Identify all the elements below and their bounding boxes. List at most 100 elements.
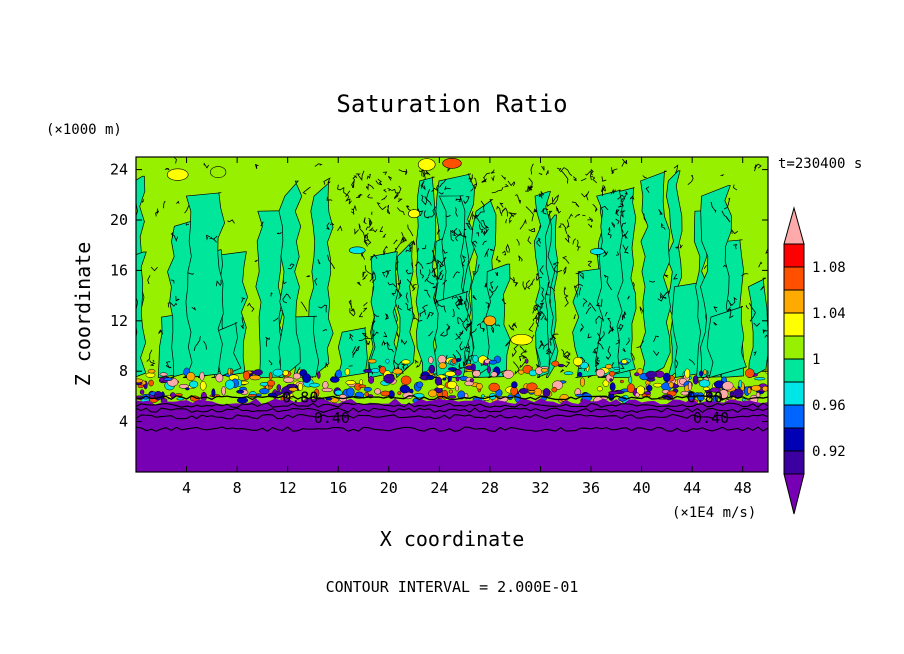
mixing-blob <box>159 377 165 382</box>
colorbar-under <box>783 473 805 515</box>
contour-squiggle <box>512 361 520 376</box>
contour-squiggle <box>152 359 155 362</box>
contour-squiggle <box>590 168 594 181</box>
contour-squiggle <box>452 308 455 317</box>
mixing-blob <box>628 376 633 384</box>
contour-squiggle <box>597 332 602 342</box>
contour-line <box>136 395 768 401</box>
contour-squiggle <box>629 195 635 200</box>
contour-squiggle <box>439 256 447 270</box>
mixing-blob <box>487 365 491 374</box>
contour-squiggle <box>364 238 372 245</box>
colorbar-swatch <box>783 266 805 291</box>
mixing-blob <box>370 368 380 374</box>
contour-squiggle <box>457 317 464 322</box>
contour-squiggle <box>496 205 502 214</box>
colorbar-tick-label: 1.08 <box>812 260 846 276</box>
contour-interval-footer: CONTOUR INTERVAL = 2.000E-01 <box>326 578 579 596</box>
contour-squiggle <box>302 186 311 195</box>
mixing-blob <box>709 387 721 393</box>
contour-squiggle <box>674 358 679 369</box>
mixing-blob <box>400 375 412 385</box>
contour-squiggle <box>407 224 414 237</box>
mixing-blob <box>613 366 620 371</box>
mixing-blob <box>619 379 624 384</box>
contour-squiggle <box>481 172 491 182</box>
contour-squiggle <box>519 345 526 359</box>
contour-squiggle <box>572 176 577 182</box>
contour-squiggle <box>454 296 460 302</box>
mixing-blob <box>225 379 235 390</box>
mixing-blob <box>469 378 474 383</box>
contour-squiggle <box>527 236 532 245</box>
plume <box>706 306 747 378</box>
contour-squiggle <box>452 353 457 359</box>
contour-squiggle <box>664 274 669 278</box>
mixing-blob <box>511 381 518 389</box>
contour-squiggle <box>327 254 336 270</box>
contour-squiggle <box>508 212 513 220</box>
x-tick-label: 44 <box>683 479 701 497</box>
contour-squiggle <box>472 213 477 220</box>
contour-squiggle <box>240 297 246 303</box>
contour-squiggle <box>396 207 405 216</box>
mixing-blob <box>572 357 583 366</box>
contour-squiggle <box>673 164 679 174</box>
contour-squiggle <box>535 272 543 282</box>
contour-squiggle <box>367 193 373 199</box>
mixing-blob <box>329 376 340 383</box>
contour-squiggle <box>193 336 201 351</box>
contour-squiggle <box>753 322 761 327</box>
mixing-blob <box>199 371 205 381</box>
contour-squiggle <box>566 219 570 229</box>
contour-squiggle <box>348 333 354 341</box>
mixing-blob <box>634 392 640 398</box>
contour-squiggle <box>149 360 156 366</box>
mixing-blob <box>751 385 762 392</box>
contour-squiggle <box>363 302 368 307</box>
contour-squiggle <box>393 359 399 366</box>
mixing-blob <box>698 370 704 377</box>
contour-squiggle <box>337 184 348 196</box>
contour-squiggle <box>528 227 536 232</box>
mixing-blob <box>451 358 457 365</box>
contour-squiggle <box>375 178 383 186</box>
contour-squiggle <box>631 352 635 361</box>
mixing-blob <box>446 380 458 389</box>
mixing-blob <box>199 381 207 391</box>
contour-squiggle <box>603 250 608 258</box>
contour-squiggle <box>406 278 417 289</box>
contour-squiggle <box>440 274 444 280</box>
contour-squiggle <box>472 294 477 301</box>
contour-squiggle <box>362 307 368 313</box>
contour-squiggle <box>620 197 625 202</box>
mixing-blob <box>428 389 438 398</box>
contour-squiggle <box>558 224 562 228</box>
plume <box>747 277 768 378</box>
mixing-blob <box>345 380 356 385</box>
contour-squiggle <box>509 219 512 224</box>
contour-squiggle <box>479 224 484 231</box>
mixing-blob <box>684 368 691 379</box>
contour-squiggle <box>422 304 428 312</box>
contour-squiggle <box>741 273 749 277</box>
contour-squiggle <box>438 191 444 195</box>
contour-squiggle <box>476 232 480 237</box>
contour-squiggle <box>643 213 648 223</box>
mixing-blob <box>646 384 653 392</box>
contour-squiggle <box>212 235 218 243</box>
mixing-blob <box>745 368 755 378</box>
contour-squiggle <box>444 186 451 191</box>
contour-squiggle <box>363 240 368 247</box>
mixing-blob <box>286 383 297 388</box>
contour-squiggle <box>748 302 756 322</box>
contour-squiggle <box>155 208 160 217</box>
mixing-blob <box>454 385 460 392</box>
contour-squiggle <box>474 264 480 275</box>
contour-labels: 0.80 0.40 0.80 0.40 <box>282 389 729 427</box>
contour-squiggle <box>605 345 612 360</box>
mixing-blob <box>253 369 263 376</box>
contour-squiggle <box>603 274 613 291</box>
contour-squiggle <box>371 320 376 326</box>
contour-squiggle <box>490 248 494 251</box>
